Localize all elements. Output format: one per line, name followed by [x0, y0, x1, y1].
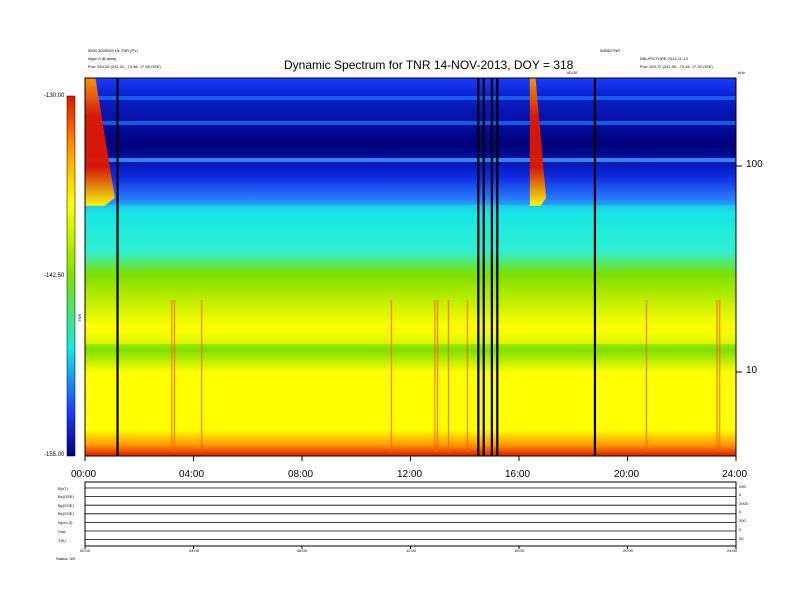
header-right-line1: WIND/TNR: [600, 48, 620, 53]
bottom-row-label-2: By(GSE): [58, 503, 74, 508]
x-tick-0: 00:00: [71, 469, 97, 480]
colorbar: [66, 95, 76, 457]
colorbar-tick-mid: -142.50: [44, 273, 65, 279]
colorbar-tick-bottom: -155.00: [44, 452, 65, 458]
spectrum-band-mid: [85, 121, 736, 125]
bottom-x-tick-2: 08:00: [297, 548, 308, 553]
bottom-right-value-0: 200: [739, 484, 746, 489]
bottom-row-label-5: Vsw: [58, 529, 66, 534]
bottom-row-label-6: T(K): [58, 538, 66, 543]
bottom-right-value-3: 0: [739, 509, 742, 514]
spectrum-band-cyan: [85, 205, 736, 223]
bottom-right-value-1: 0: [739, 492, 742, 497]
header-left-line2: Algo=3 (B-data): [88, 56, 117, 61]
x-tick-6: 24:00: [722, 469, 748, 480]
x-tick-5: 20:00: [614, 469, 640, 480]
corner-label: kHz: [738, 70, 745, 75]
colorbar-tick-top: -130.00: [44, 93, 65, 99]
spectrum-band-yellow: [85, 330, 736, 344]
header-right-line3: Pos: 253.72 (241.96, -72.18, 17.30 GSE): [640, 64, 713, 69]
colorbar-label: TNR: [77, 313, 82, 322]
bottom-x-tick-6: 24:00: [727, 548, 738, 553]
bottom-row-label-1: Bx(GSE): [58, 494, 74, 499]
bottom-right-value-5: 0: [739, 527, 742, 532]
spectrum-band-lower: [85, 158, 736, 162]
x-tick-3: 12:00: [397, 469, 423, 480]
spectrum-band-upper: [85, 96, 736, 100]
radio-burst-0: [85, 78, 115, 206]
header-left-line1: 5000-5000000 Hz TNR (P1): [88, 48, 138, 53]
bottom-x-tick-5: 20:00: [623, 548, 634, 553]
radio-burst-1: [529, 78, 547, 206]
footer-status: Status: 0/0: [56, 556, 76, 561]
marker-label: 0DOE: [567, 70, 578, 75]
x-tick-2: 08:00: [288, 469, 314, 480]
bottom-x-tick-0: 00:00: [80, 548, 91, 553]
bottom-row-label-3: Bz(GSE): [58, 511, 74, 516]
x-tick-4: 16:00: [505, 469, 531, 480]
bottom-x-tick-1: 04:00: [189, 548, 200, 553]
bottom-x-tick-3: 12:00: [406, 548, 417, 553]
bottom-right-value-4: 200: [739, 518, 746, 523]
bottom-row-label-4: N(cm-3): [58, 520, 73, 525]
bottom-right-value-6: 20: [739, 536, 744, 541]
header-right-line2: DBL/PICTURE 2013-11-13: [640, 56, 688, 61]
bottom-x-tick-4: 16:00: [514, 548, 525, 553]
spectrum-background: [85, 78, 736, 456]
bottom-row-label-0: B(nT): [58, 486, 68, 491]
x-tick-1: 04:00: [179, 469, 205, 480]
header-left-line3: Pos: 254.25 (242.32, -74.98, 17.58 GSE): [88, 64, 161, 69]
bottom-right-value-2: 2000: [739, 501, 748, 506]
chart-title: Dynamic Spectrum for TNR 14-NOV-2013, DO…: [284, 58, 574, 72]
y-tick-100: 100: [746, 159, 763, 170]
y-tick-10: 10: [746, 365, 758, 376]
